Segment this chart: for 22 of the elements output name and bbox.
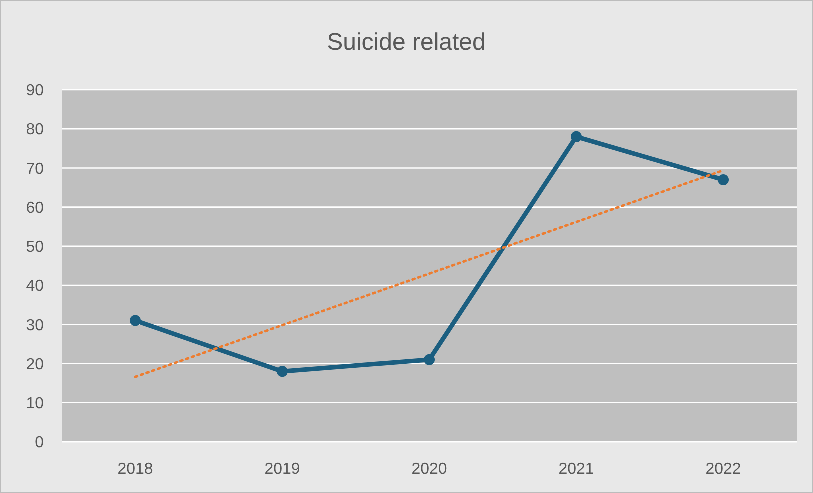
y-tick-label: 90 [26, 82, 44, 100]
y-tick-label: 20 [26, 356, 44, 374]
y-tick-label: 40 [26, 278, 44, 296]
x-tick-label: 2022 [706, 461, 742, 478]
x-tick-label: 2020 [412, 461, 448, 478]
y-tick-label: 10 [26, 395, 44, 412]
point [571, 131, 582, 142]
y-tick-label: 60 [26, 200, 44, 217]
line-series [134, 169, 725, 378]
y-tick-label: 80 [26, 122, 44, 139]
y-tick-label: 50 [26, 239, 44, 256]
x-tick-label: 2021 [558, 461, 594, 478]
point [718, 174, 729, 186]
point [277, 366, 288, 378]
y-tick-label: 30 [26, 317, 44, 334]
y-tick-label: 0 [35, 434, 44, 452]
chart-title: Suicide related [327, 29, 486, 56]
x-tick-label: 2018 [118, 461, 154, 478]
point [130, 315, 141, 326]
x-tick-label: 2019 [264, 461, 300, 478]
point [424, 354, 435, 366]
y-tick-label: 70 [26, 160, 44, 178]
